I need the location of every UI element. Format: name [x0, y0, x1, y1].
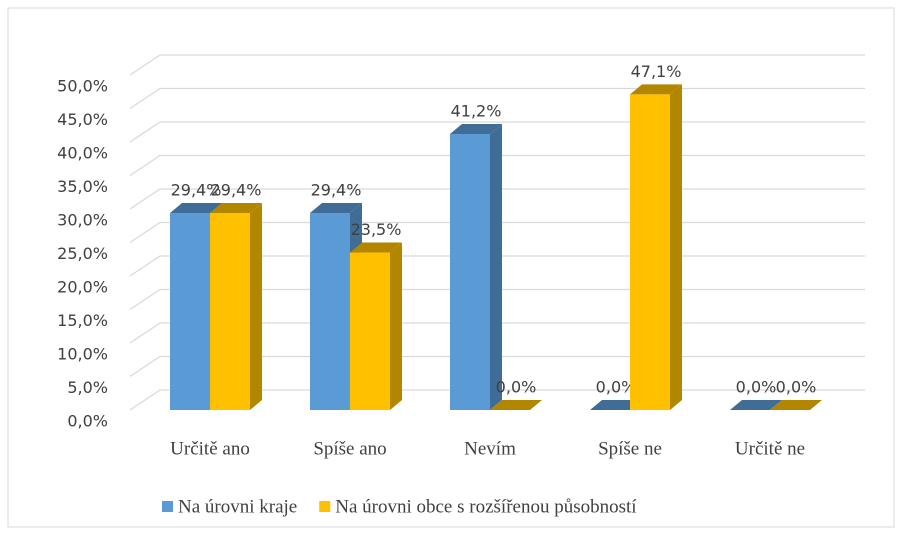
bar: [630, 94, 670, 411]
y-tick-label: 25,0%: [57, 244, 108, 263]
value-label: 0,0%: [596, 378, 637, 397]
value-label: 0,0%: [496, 378, 537, 397]
legend-label: Na úrovni obce s rozšířenou působností: [335, 496, 637, 517]
legend-label: Na úrovni kraje: [178, 496, 297, 517]
bar-top: [770, 400, 822, 410]
bar-top: [310, 203, 362, 214]
bar-side: [670, 84, 682, 411]
grid-line: [129, 87, 865, 110]
value-label: 23,5%: [351, 220, 402, 239]
x-tick-label: Nevím: [464, 438, 516, 459]
bar: [170, 213, 210, 410]
bar: [450, 133, 490, 410]
bar: [210, 213, 250, 410]
bar-top: [730, 400, 782, 410]
y-tick-label: 10,0%: [57, 345, 108, 364]
legend-swatch: [319, 501, 331, 512]
x-tick-label: Spíše ne: [598, 438, 662, 459]
value-label: 0,0%: [776, 378, 817, 397]
legend-swatch: [162, 501, 173, 512]
y-tick-label: 0,0%: [67, 412, 108, 431]
value-label: 29,4%: [211, 181, 262, 200]
y-tick-label: 40,0%: [57, 144, 108, 163]
bar-top: [350, 242, 402, 253]
bar: [350, 252, 390, 410]
y-tick-label: 45,0%: [57, 110, 108, 129]
bar-top: [630, 84, 682, 95]
bar-top: [450, 123, 502, 134]
y-tick-label: 35,0%: [57, 177, 108, 196]
y-tick-label: 30,0%: [57, 211, 108, 230]
bar-top: [490, 400, 542, 410]
value-label: 0,0%: [736, 378, 777, 397]
value-label: 29,4%: [311, 181, 362, 200]
value-label: 47,1%: [631, 62, 682, 81]
x-tick-label: Spíše ano: [313, 438, 386, 459]
bar-top: [210, 203, 262, 214]
x-tick-label: Určitě ne: [735, 438, 805, 459]
bar-top: [170, 203, 222, 214]
value-label: 29,4%: [171, 181, 222, 200]
y-tick-label: 50,0%: [57, 77, 108, 96]
bar-side: [490, 123, 502, 411]
bar: [310, 213, 350, 410]
y-tick-label: 20,0%: [57, 278, 108, 297]
grid-line: [129, 54, 865, 76]
x-tick-label: Určitě ano: [170, 438, 250, 459]
y-tick-label: 5,0%: [67, 378, 108, 397]
bar-side: [390, 242, 402, 410]
value-label: 41,2%: [451, 101, 502, 120]
bar-side: [250, 203, 262, 410]
y-tick-label: 15,0%: [57, 311, 108, 330]
bar-top: [590, 400, 642, 410]
